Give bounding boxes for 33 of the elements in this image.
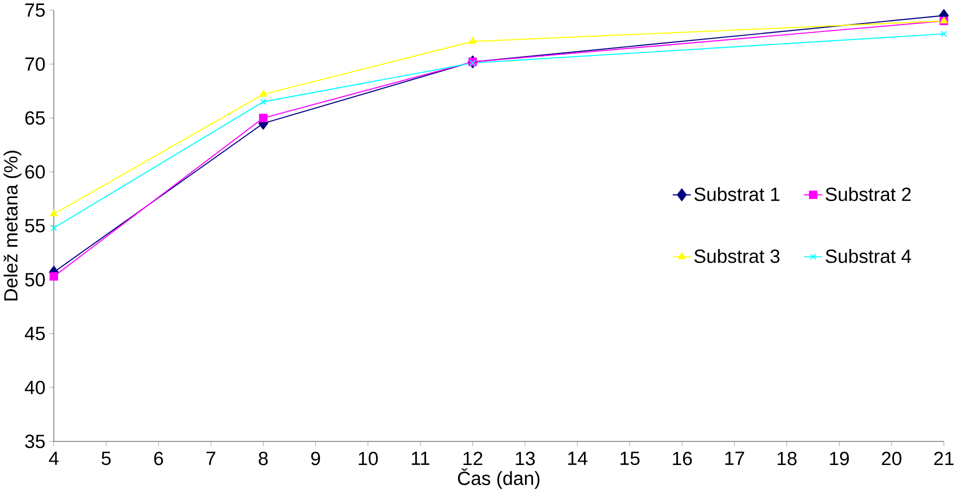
x-tick-label: 6 [154,452,163,466]
y-tick-label: 55 [25,218,45,232]
x-tick-label: 7 [206,452,216,465]
y-tick-label: 40 [24,380,45,394]
x-tick-label: 10 [358,452,378,466]
legend-label: Substrat 3 [694,248,780,263]
x-tick-label: 13 [516,452,535,466]
x-tick-label: 21 [934,452,954,465]
y-tick-label: 50 [25,272,45,286]
y-tick-label: 70 [25,57,45,71]
y-tick-label: 45 [24,326,45,340]
y-tick-label: 75 [25,3,45,17]
x-tick-label: 18 [778,452,797,466]
x-tick-label: 4 [48,452,59,465]
x-tick-label: 14 [568,452,588,465]
legend-label: Substrat 1 [694,186,780,201]
x-tick-label: 5 [102,452,111,465]
y-tick-label: 65 [25,111,45,125]
x-tick-label: 15 [620,452,640,465]
x-tick-label: 16 [672,452,692,466]
x-tick-label: 12 [464,452,482,465]
y-tick-label: 35 [25,434,45,448]
y-axis-title: Delež metana (%) [4,150,22,300]
x-tick-label: 9 [311,452,320,466]
y-tick-label: 60 [25,164,45,178]
x-tick-label: 8 [258,452,268,466]
x-axis-title: Čas (dan) [458,468,540,489]
x-tick-label: 17 [725,452,744,465]
legend-label: Substrat 4 [826,248,912,263]
x-tick-label: 19 [830,452,849,466]
x-tick-label: 20 [882,452,902,466]
legend-label: Substrat 2 [826,186,911,201]
x-tick-label: 11 [412,452,430,465]
